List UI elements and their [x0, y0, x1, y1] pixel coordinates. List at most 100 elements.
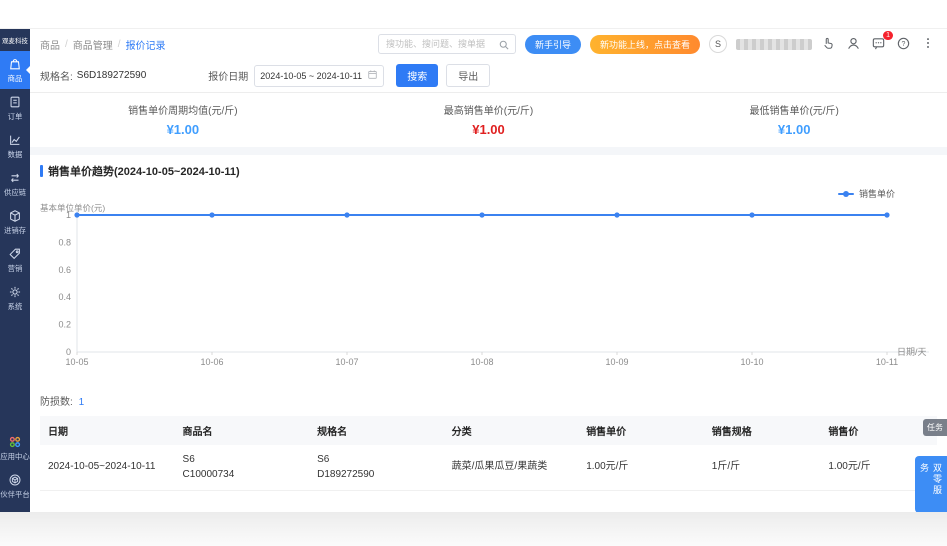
username-censored [736, 38, 812, 50]
table-cell-line: 蔬菜/瓜果瓜豆/果蔬类 [451, 461, 548, 473]
date-filter-group: 报价日期 2024-10-05 ~ 2024-10-11 [208, 64, 385, 87]
x-tick-label: 10-08 [470, 357, 493, 367]
sidebar-item-label: 进销存 [3, 226, 27, 235]
partner-cube-icon [8, 473, 22, 487]
y-tick-label: 1 [66, 210, 71, 220]
table-cell-line: C10000734 [182, 468, 235, 480]
breadcrumb-goods[interactable]: 商品 [40, 40, 60, 52]
record-count-row: 防损数: 1 [30, 377, 947, 416]
sales-price-chart[interactable]: 基本单位单价(元) 0 0.2 0.4 0.6 0.8 1 10-05 10-06 10-07 10… [40, 202, 937, 372]
data-point [749, 212, 755, 218]
guide-button[interactable]: 新手引导 [524, 34, 581, 54]
search-icon[interactable] [498, 38, 510, 50]
tag-icon [8, 247, 22, 261]
sidebar-item-label: 数据 [7, 150, 23, 159]
breadcrumb: 商品 / 商品管理 / 报价记录 [40, 37, 166, 52]
table-header-cell: 销售单价 [578, 416, 704, 445]
breadcrumb-quote-records: 报价记录 [125, 40, 166, 52]
table-row: 2024-10-05~2024-10-11 S6 C10000734 S6 D18927… [40, 445, 937, 491]
bottom-strip [0, 512, 947, 546]
sidebar-item-marketing[interactable]: 营销 [0, 241, 30, 279]
date-range-value: 2024-10-05 ~ 2024-10-11 [260, 70, 362, 81]
sidebar-item-supply[interactable]: 供应链 [0, 165, 30, 203]
record-count-value: 1 [78, 397, 85, 408]
table-header-row: 日期 商品名 规格名 分类 销售单价 销售规格 销售价 [40, 416, 937, 445]
help-icon[interactable]: ? [896, 36, 912, 52]
sidebar: 观麦科技 商品 订单 数据 供应链 进销存 营销 系统 应用中心 伙伴平台 [0, 29, 30, 513]
data-point [614, 212, 620, 218]
y-tick-label: 0.4 [58, 292, 71, 302]
table-cell: 1斤/斤 [703, 445, 821, 491]
legend-row: 销售单价 [40, 179, 937, 202]
hand-icon[interactable] [821, 36, 837, 52]
section-divider [30, 147, 947, 155]
title-accent-bar [40, 165, 43, 177]
date-range-input[interactable]: 2024-10-05 ~ 2024-10-11 [254, 64, 385, 87]
table-header-cell: 规格名 [309, 416, 444, 445]
sidebar-item-data[interactable]: 数据 [0, 127, 30, 165]
stat-label: 最高销售单价(元/斤) [443, 106, 534, 117]
sidebar-item-label: 伙伴平台 [0, 490, 30, 499]
table-cell-line: 1.00元/斤 [586, 461, 629, 473]
supply-arrows-icon [8, 171, 22, 185]
export-button[interactable]: 导出 [446, 64, 491, 87]
stat-value: ¥1.00 [166, 122, 200, 137]
chart-card: 销售单价趋势(2024-10-05~2024-10-11) 销售单价 基本单位单… [30, 155, 947, 377]
y-axis-title: 基本单位单价(元) [40, 203, 105, 213]
x-tick-label: 10-06 [200, 357, 223, 367]
chart-icon [8, 133, 22, 147]
breadcrumb-separator: / [117, 38, 121, 50]
message-icon[interactable]: 1 [871, 31, 893, 52]
table-header-cell: 销售价 [820, 416, 937, 445]
promo-button[interactable]: 新功能上线，点击查看 [589, 34, 700, 54]
stat-value: ¥1.00 [472, 122, 505, 137]
support-icon[interactable] [846, 36, 862, 52]
sidebar-item-partner[interactable]: 伙伴平台 [0, 467, 30, 505]
table-cell: 2024-10-05~2024-10-11 [40, 445, 175, 491]
table-header-cell: 商品名 [174, 416, 310, 445]
legend-sales-price[interactable]: 销售单价 [837, 187, 895, 200]
sidebar-item-inventory[interactable]: 进销存 [0, 203, 30, 241]
svg-text:?: ? [902, 41, 906, 48]
x-tick-label: 10-10 [740, 357, 763, 367]
y-tick-label: 0.2 [58, 320, 71, 330]
table-cell-line: 2024-10-05~2024-10-11 [48, 461, 156, 473]
table-header-cell: 日期 [40, 416, 175, 445]
stat-card-2: 最低销售单价(元/斤) ¥1.00 [641, 102, 947, 137]
chart-title: 销售单价趋势(2024-10-05~2024-10-11) [48, 166, 240, 178]
breadcrumb-goods-manage[interactable]: 商品管理 [72, 40, 113, 52]
apps-grid-icon [8, 435, 22, 449]
order-icon [8, 95, 22, 109]
search-button[interactable]: 搜索 [396, 64, 439, 87]
data-point [209, 212, 215, 218]
stat-label: 销售单价周期均值(元/斤) [128, 106, 238, 117]
sidebar-nav: 商品 订单数据供应链进销存营销系统 [0, 51, 30, 317]
table-cell-line: 1斤/斤 [711, 461, 741, 473]
global-search-input[interactable] [383, 38, 498, 50]
sidebar-item-system[interactable]: 系统 [0, 279, 30, 317]
date-filter-label: 报价日期 [208, 72, 249, 83]
sidebar-item-label: 营销 [7, 264, 23, 273]
legend-label: 销售单价 [858, 189, 895, 199]
task-tab[interactable]: 任务 [923, 419, 947, 436]
x-tick-label: 10-07 [335, 357, 358, 367]
sidebar-item-app-center[interactable]: 应用中心 [0, 429, 30, 467]
table-cell: 1.00元/斤 [578, 445, 704, 491]
sidebar-item-orders[interactable]: 订单 [0, 89, 30, 127]
sidebar-item-label: 供应链 [3, 188, 27, 197]
sidebar-item-label: 系统 [7, 302, 23, 311]
avatar[interactable]: S [709, 35, 727, 53]
y-tick-label: 0 [66, 347, 71, 357]
table-cell-line: D189272590 [317, 468, 375, 480]
bag-icon [8, 57, 22, 71]
x-tick-label: 10-05 [65, 357, 88, 367]
stat-card-0: 销售单价周期均值(元/斤) ¥1.00 [30, 102, 336, 137]
data-point [344, 212, 350, 218]
more-icon[interactable] [921, 36, 937, 52]
sidebar-item-goods[interactable]: 商品 [0, 51, 30, 89]
x-tick-label: 10-09 [605, 357, 628, 367]
global-search[interactable] [377, 34, 516, 54]
calendar-icon [367, 69, 378, 82]
sidebar-bottom: 应用中心 伙伴平台 [0, 429, 30, 513]
service-tab[interactable]: 双零服务 [915, 456, 947, 513]
